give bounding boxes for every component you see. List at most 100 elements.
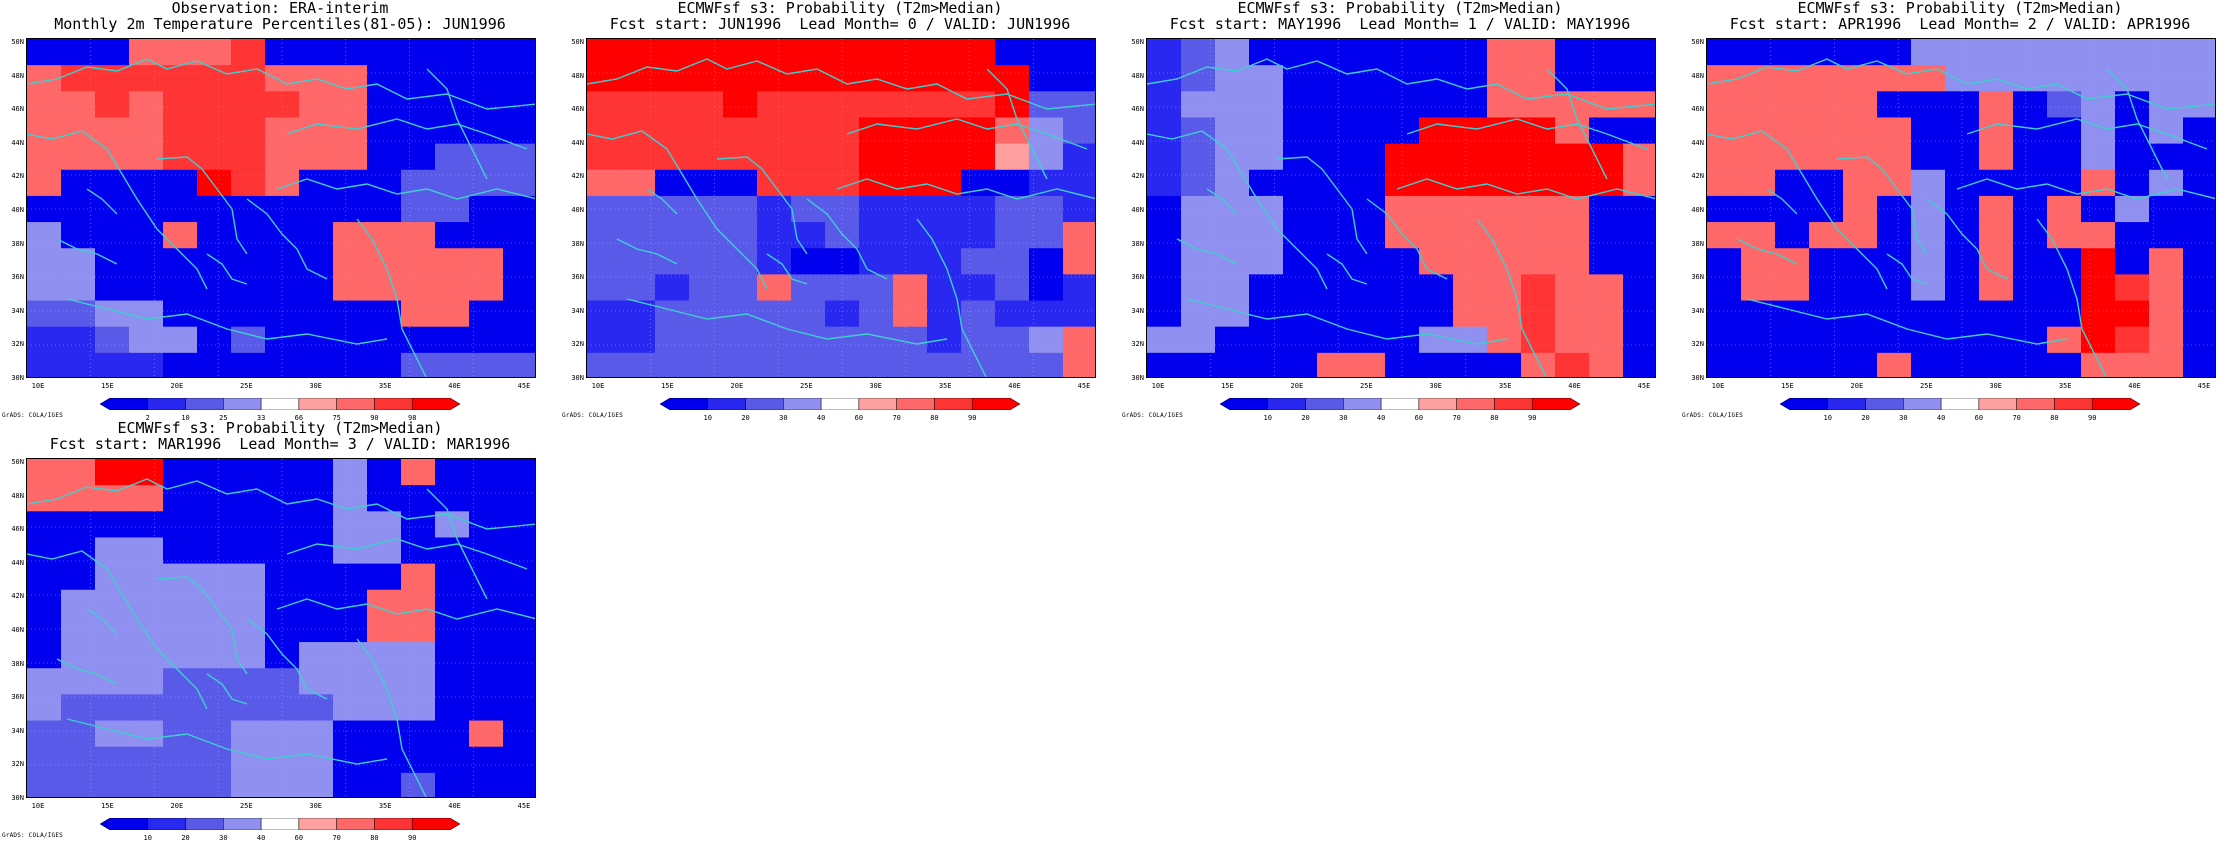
grid-cell [1147,222,1182,249]
grid-cell [2149,169,2184,197]
grid-cell [197,143,232,171]
grid-cell [2013,39,2048,66]
grid-cell [1317,143,1352,171]
grid-cell [1215,169,1250,197]
grid-cell [859,248,894,275]
grid-cell [859,39,894,66]
grid-cell [1555,117,1590,145]
grid-cell [723,65,758,92]
grid-cell [2183,274,2215,302]
grid-cell [791,65,826,92]
grid-cell [163,537,198,565]
grid-cell [367,459,402,486]
grid-cell [129,615,164,643]
grid-cell [689,222,724,249]
map-panel: ECMWFsf s3: Probability (T2m>Median) Fcst… [0,420,560,842]
grid-cell [961,91,996,119]
lat-label: 48N [11,71,24,80]
grid-cell [163,326,198,354]
grid-cell [367,300,402,328]
colorbar-segment [783,398,822,410]
grid-cell [1215,39,1250,66]
grid-cell [689,143,724,171]
grid-cell [299,248,334,275]
grid-cell [961,274,996,302]
grid-cell [1877,117,1912,145]
coastline [286,538,528,570]
grid-cell [469,326,504,354]
panel-title: ECMWFsf s3: Probability (T2m>Median) Fcst… [560,0,1120,32]
grid-cell [435,746,470,774]
grid-cell [1215,222,1250,249]
grid-cell [859,143,894,171]
grid-cell [1775,326,1810,354]
grid-cell [655,274,690,302]
coastline [1926,198,2008,280]
coastline [27,58,535,110]
grid-cell [1911,65,1946,92]
grid-cell [401,222,436,249]
grid-cell [859,117,894,145]
grid-cell [129,668,164,695]
colorbar-segment [223,818,262,830]
grid-cell [689,195,724,223]
grid-cell [231,143,266,171]
lat-label: 44N [11,138,24,147]
grid-cell [1877,143,1912,171]
grid-cell [1351,117,1386,145]
grid-cell [231,300,266,328]
grid-cell [791,248,826,275]
grid-cell [587,39,622,66]
grid-cell [1147,169,1182,197]
grid-cell [435,222,470,249]
grid-cell [333,169,368,197]
grid-cell [163,485,198,512]
grid-cell [1979,143,2014,171]
colorbar-label: 70 [332,834,341,842]
grid-cell [587,248,622,275]
grid-cell [1877,222,1912,249]
grid-cell [2047,169,2082,197]
lon-label: 30E [869,382,883,390]
colorbar-segment [1220,398,1269,410]
grid-cell [1521,274,1556,302]
grid-cell [1843,195,1878,223]
grid-cell [1181,117,1216,145]
grid-cell [2183,169,2215,197]
grid-cell [1707,143,1742,171]
grid-cell [1029,352,1064,377]
grid-cell [1215,65,1250,92]
lon-label: 10E [1151,382,1165,390]
grid-cell [1589,300,1624,328]
colorbar-segment [185,818,224,830]
grid-cell [333,615,368,643]
grid-cell [961,326,996,354]
grid-cell [723,195,758,223]
grid-cell [61,642,96,669]
lon-label: 30E [309,382,323,390]
grid-cell [2149,195,2184,223]
grid-cell [1911,274,1946,302]
grid-cell [469,143,504,171]
grid-cell [621,195,656,223]
grid-cell [1623,248,1655,275]
grid-cell [469,720,504,748]
grid-cell [333,694,368,722]
grid-cell [231,668,266,695]
grid-cell [791,352,826,377]
grid-cell [197,615,232,643]
grid-cell [1945,300,1980,328]
lat-label: 38N [1691,239,1704,248]
grid-cell [1063,117,1095,145]
map-canvas [1707,39,2215,377]
grid-cell [859,169,894,197]
grid-cell [1809,169,1844,197]
grid-cell [401,642,436,669]
colorbar-segment [1380,398,1420,410]
grid-cell [621,222,656,249]
lon-label: 30E [309,802,323,810]
grid-cell [163,642,198,669]
lon-label: 20E [1290,382,1304,390]
grid-cell [61,694,96,722]
lon-label: 15E [661,382,674,390]
